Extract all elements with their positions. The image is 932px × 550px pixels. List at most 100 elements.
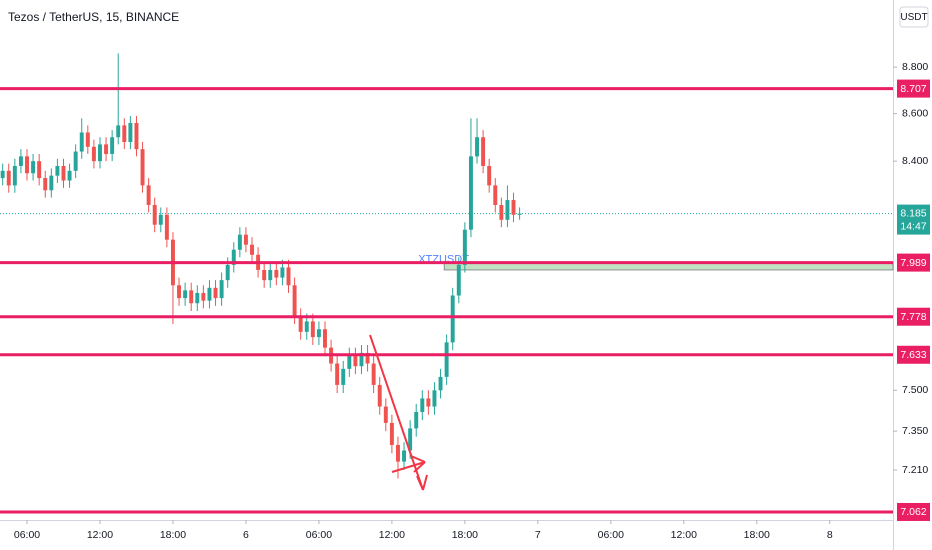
x-tick-label: 12:00	[87, 529, 113, 541]
x-tick-label: 8	[827, 529, 833, 541]
candle-body	[0, 170, 5, 179]
level-price-label: 7.633	[900, 349, 926, 361]
x-tick-label: 06:00	[14, 529, 40, 541]
candle-body	[98, 144, 102, 162]
candle-body	[475, 137, 480, 157]
candle-body	[195, 292, 200, 304]
candle-body	[444, 342, 449, 377]
candle-body	[91, 146, 96, 162]
candle-body	[456, 264, 461, 296]
candle-body	[517, 213, 522, 215]
x-tick-label: 7	[535, 529, 541, 541]
currency[interactable]: USDT	[900, 12, 927, 23]
candle-body	[164, 214, 169, 240]
candle-body	[359, 352, 364, 367]
drawn-arrow	[369, 334, 428, 491]
candle-body	[493, 185, 498, 205]
candle-body	[49, 175, 54, 191]
candle-body	[505, 200, 510, 220]
candle-body	[134, 123, 139, 150]
currency-box[interactable]	[899, 6, 929, 28]
y-tick-label: 7.500	[902, 384, 928, 396]
candle-body	[231, 249, 236, 265]
candle-body	[365, 352, 370, 364]
candle-body	[426, 398, 431, 407]
last-price-box	[897, 204, 930, 235]
candle-body	[383, 406, 388, 423]
x-tick-label: 6	[243, 529, 249, 541]
y-tick-label: 8.600	[902, 107, 928, 119]
candle-body	[122, 125, 127, 143]
x-tick-label: 12:00	[671, 529, 697, 541]
x-tick-label: 18:00	[744, 529, 770, 541]
candle-body	[450, 295, 455, 343]
level-price-box	[897, 307, 930, 326]
last-price-label: 8.185	[900, 207, 926, 219]
candle-body	[67, 170, 72, 181]
candle-body	[353, 355, 358, 367]
candle-body	[389, 422, 394, 445]
x-tick-label: 06:00	[598, 529, 624, 541]
candle-body	[487, 165, 492, 186]
candle-body	[377, 384, 382, 407]
candle-body	[511, 200, 516, 215]
x-tick-label: 12:00	[379, 529, 405, 541]
candle-body	[310, 321, 315, 338]
candle-body	[73, 151, 78, 171]
candle-body	[85, 132, 90, 147]
candle-body	[323, 329, 327, 348]
y-tick-label: 7.210	[902, 464, 928, 476]
candle-body	[499, 204, 504, 220]
candle-body	[420, 398, 425, 412]
candle-body	[481, 137, 486, 166]
candle-body	[298, 316, 303, 332]
candle-body	[402, 450, 407, 462]
candle-body	[37, 161, 42, 179]
level-price-box	[897, 502, 930, 521]
level-price-label: 8.707	[900, 83, 926, 95]
candle-body	[292, 285, 297, 317]
candle-body	[61, 165, 66, 181]
candle-body	[116, 125, 121, 138]
candle-body	[237, 234, 242, 250]
candle-body	[104, 144, 109, 154]
candle-body	[438, 376, 443, 391]
candle-body	[207, 287, 212, 301]
candle-body	[201, 292, 206, 301]
candle-body	[408, 428, 413, 451]
candle-body	[158, 214, 163, 225]
x-tick-label: 18:00	[160, 529, 186, 541]
candle-body	[341, 368, 346, 385]
level-price-label: 7.062	[900, 506, 926, 518]
y-tick-label: 8.800	[902, 61, 928, 73]
candle-body	[316, 329, 321, 338]
candle-body	[395, 444, 400, 462]
candle-body	[468, 156, 473, 230]
candle-body	[268, 269, 273, 281]
candle-body	[25, 156, 29, 174]
candle-body	[55, 165, 60, 176]
candle-body	[250, 244, 254, 255]
candle-body	[219, 280, 224, 299]
candle-body	[280, 267, 285, 278]
y-tick-label: 7.350	[902, 425, 928, 437]
candle-body	[262, 269, 267, 281]
candle-body	[183, 290, 188, 299]
candle-body	[18, 156, 23, 166]
candle-body	[243, 234, 248, 245]
candle-body	[128, 123, 133, 143]
candle-body	[462, 229, 467, 265]
candle-body	[371, 363, 376, 385]
countdown: 14:47	[900, 220, 926, 232]
candle-body	[6, 170, 11, 186]
candle-body	[213, 287, 218, 299]
candle-body	[177, 285, 182, 299]
level-price-box	[897, 79, 930, 98]
level-price-label: 7.778	[900, 311, 926, 323]
candle-body	[79, 132, 84, 152]
candle-body	[432, 390, 437, 407]
candle-body	[140, 149, 145, 186]
y-tick-label: 8.400	[902, 155, 928, 167]
level-price-label: 7.989	[900, 257, 926, 269]
